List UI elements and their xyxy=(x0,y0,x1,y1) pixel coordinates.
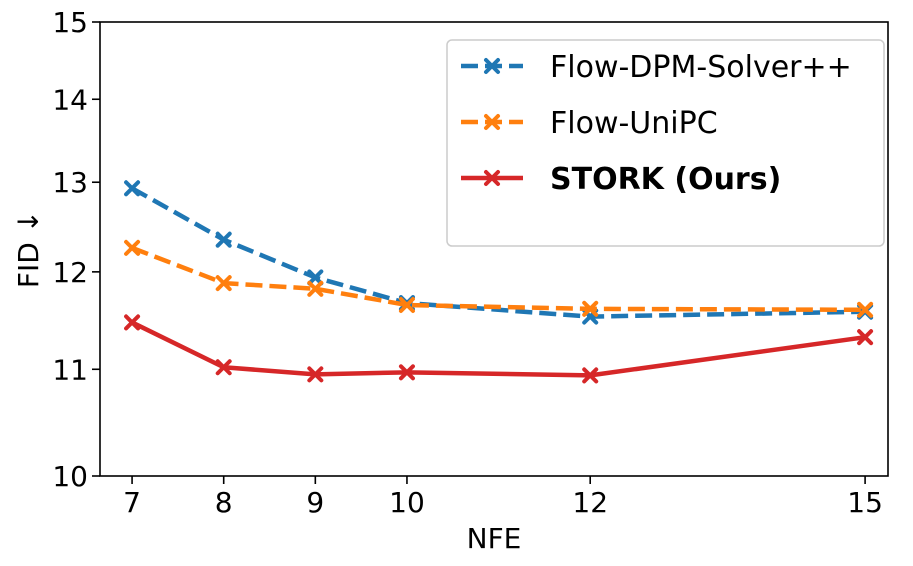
legend: Flow-DPM-Solver++ Flow-UniPC STORK (Ours) xyxy=(446,39,885,247)
legend-marker-flow-dpm-solver xyxy=(484,58,500,74)
series-layer xyxy=(124,180,874,384)
data-point-flow-dpm-solver xyxy=(215,231,232,248)
x-tick-label: 7 xyxy=(123,486,141,519)
series-line-stork-ours xyxy=(131,320,866,378)
x-tick-label: 15 xyxy=(847,486,883,519)
y-tick-label: 14 xyxy=(52,83,88,116)
data-point-flow-dpm-solver xyxy=(307,269,324,286)
x-tick-label: 10 xyxy=(389,486,425,519)
y-tick-label: 11 xyxy=(52,353,88,386)
data-point-flow-dpm-solver xyxy=(124,180,141,197)
data-point-flow-unipc xyxy=(124,239,141,256)
x-axis-title: NFE xyxy=(467,522,522,555)
legend-label-flow-unipc: Flow-UniPC xyxy=(550,106,718,141)
legend-marker-flow-unipc xyxy=(484,114,500,130)
data-point-stork-ours xyxy=(215,359,232,376)
legend-label-flow-dpm-solver: Flow-DPM-Solver++ xyxy=(550,50,852,85)
y-tick-label: 15 xyxy=(52,6,88,39)
data-point-stork-ours xyxy=(307,366,324,383)
series-line-flow-dpm-solver xyxy=(130,186,866,319)
y-axis-title: FID ↓ xyxy=(12,210,45,288)
axes-layer: 10 11 12 13 14 15 7 8 9 10 12 15 xyxy=(52,6,889,519)
data-point-stork-ours xyxy=(124,314,141,331)
legend-label-stork-ours: STORK (Ours) xyxy=(550,162,781,197)
y-tick-label: 12 xyxy=(52,256,88,289)
legend-marker-stork-ours xyxy=(484,170,500,186)
data-point-flow-unipc xyxy=(398,296,415,313)
data-point-flow-unipc xyxy=(307,280,324,297)
data-point-flow-unipc xyxy=(857,301,874,318)
x-tick-label: 12 xyxy=(572,486,608,519)
y-tick-label: 10 xyxy=(52,460,88,493)
series-line-flow-unipc xyxy=(131,245,866,313)
data-point-flow-unipc xyxy=(582,300,599,317)
data-point-flow-unipc xyxy=(215,275,232,292)
data-point-stork-ours xyxy=(398,364,415,381)
y-tick-label: 13 xyxy=(52,166,88,199)
x-tick-label: 9 xyxy=(306,486,324,519)
plot-frame xyxy=(99,21,889,477)
legend-box xyxy=(446,39,885,247)
x-tick-label: 8 xyxy=(215,486,233,519)
data-point-stork-ours xyxy=(857,329,874,346)
data-point-stork-ours xyxy=(582,367,599,384)
